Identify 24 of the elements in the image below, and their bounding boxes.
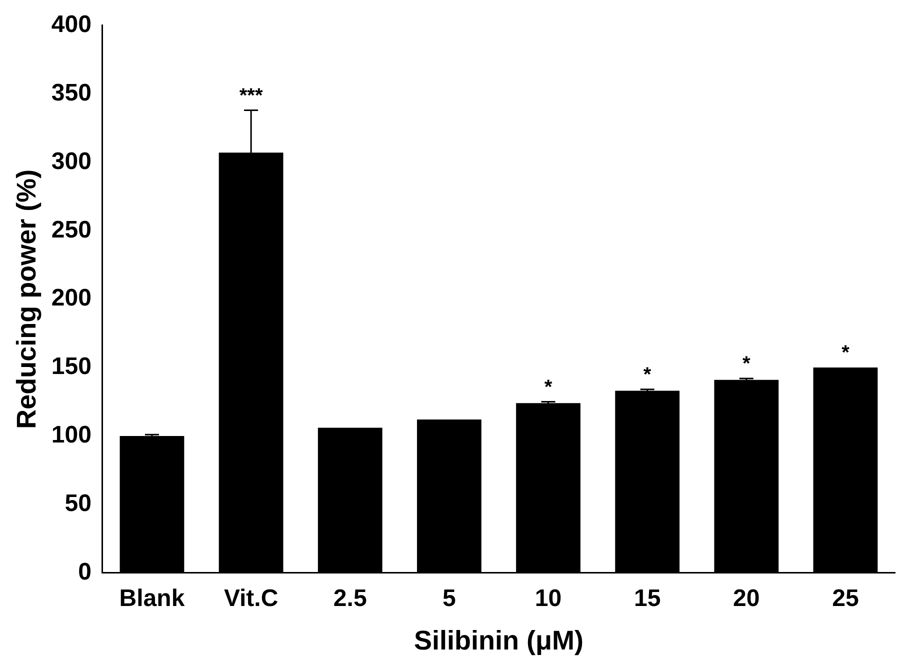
y-axis-title: Reducing power (%) [12,169,42,429]
annotation: * [842,342,850,364]
y-tick-label: 350 [51,79,92,106]
y-tick-label: 300 [51,148,92,175]
x-tick-label: 20 [733,584,760,612]
x-tick-label: 2.5 [333,584,367,612]
y-tick-label: 0 [78,558,92,586]
x-tick-label: Vit.C [224,584,278,612]
x-tick-label: Blank [119,584,186,612]
annotation: *** [239,84,263,107]
annotation: * [643,364,652,386]
annotation: * [544,376,552,398]
y-tick-label: 100 [51,422,92,449]
x-axis-title: Silibinin (μM) [414,625,584,656]
y-tick-label: 50 [64,490,92,517]
y-tick-label: 250 [51,216,92,244]
x-tick-label: 5 [442,584,456,612]
y-tick-label: 200 [51,284,92,312]
x-tick-label: 25 [832,584,859,612]
x-tick-label: 15 [634,584,661,612]
x-tick-label: 10 [534,584,562,612]
y-tick-label: 400 [51,11,92,38]
annotation: * [742,352,750,375]
y-tick-label: 150 [51,353,92,380]
